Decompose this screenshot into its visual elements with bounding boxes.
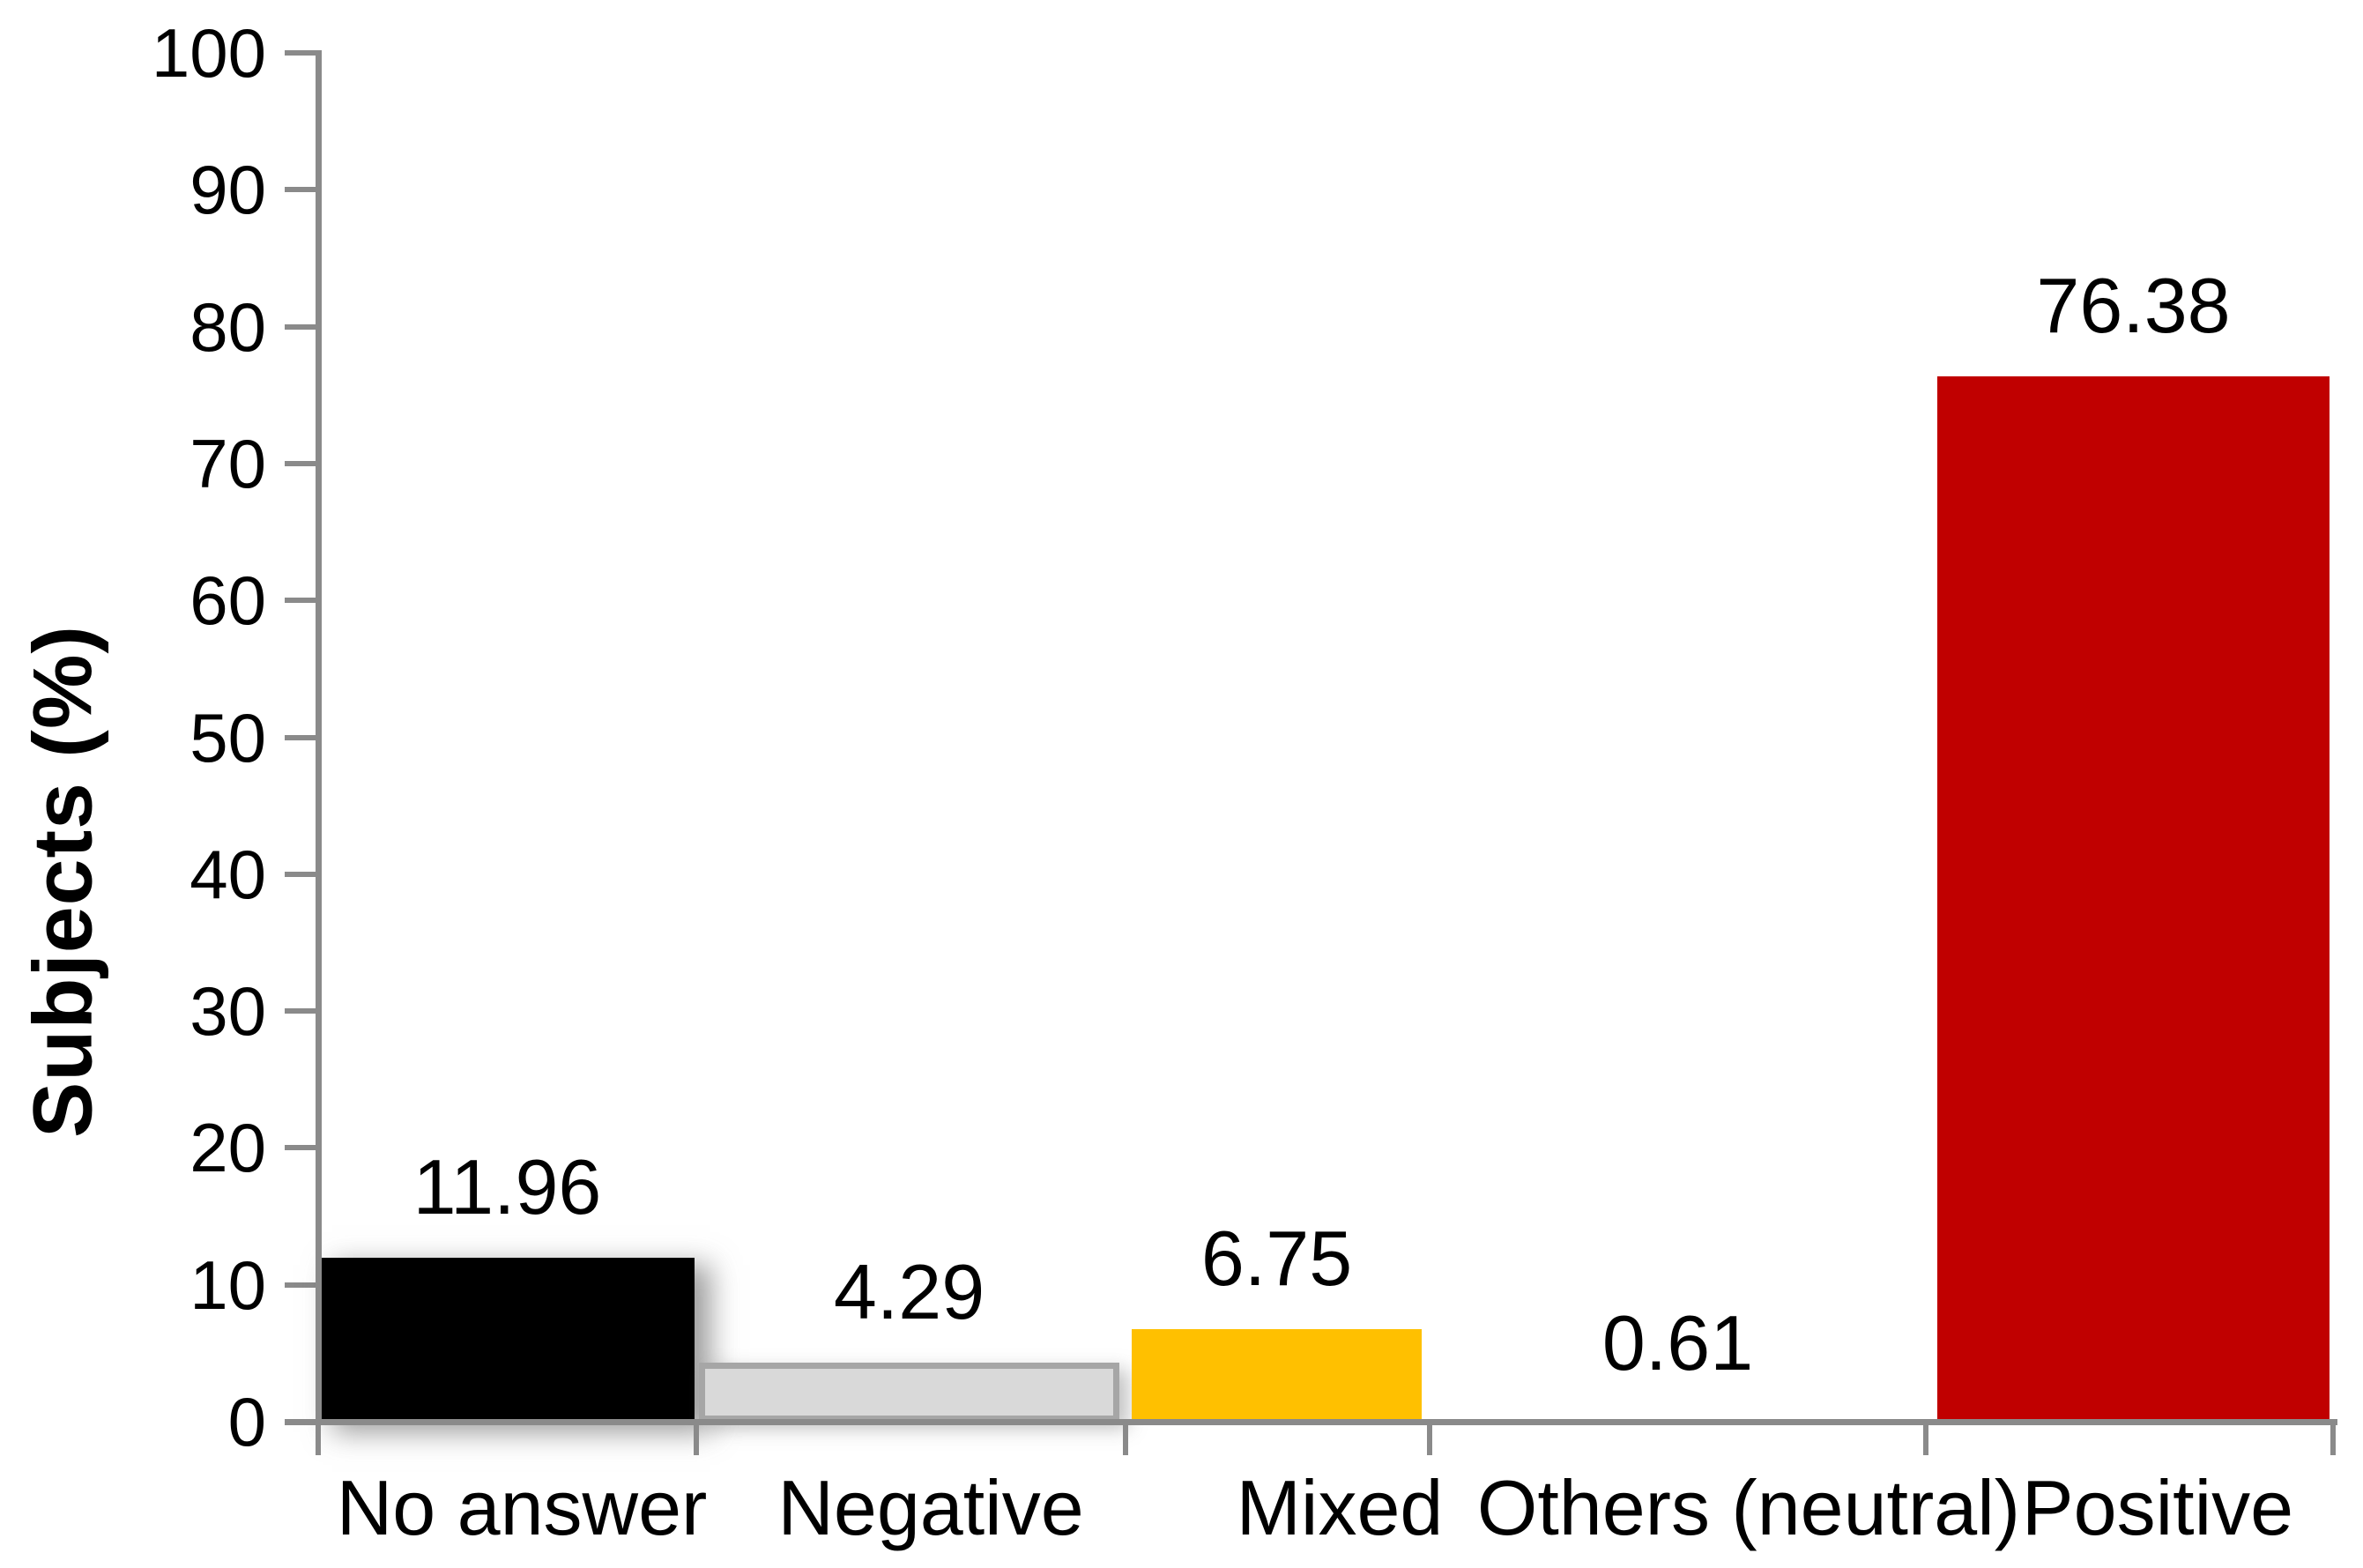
category-tick xyxy=(2330,1422,2336,1455)
y-tick-label: 20 xyxy=(189,1109,266,1187)
y-tick xyxy=(285,460,318,466)
y-tick-label: 100 xyxy=(151,14,266,92)
category-tick xyxy=(1923,1422,1928,1455)
category-tick xyxy=(1123,1422,1128,1455)
category-label-positive: Positive xyxy=(2021,1464,2294,1551)
category-label-negative: Negative xyxy=(777,1464,1084,1551)
category-tick xyxy=(316,1422,321,1455)
x-axis-line xyxy=(285,1419,2337,1425)
y-tick xyxy=(285,1145,318,1151)
category-label-others-neutral: Others (neutral) xyxy=(1476,1464,2021,1551)
value-label: 76.38 xyxy=(2036,262,2231,349)
y-tick xyxy=(285,1282,318,1288)
y-tick xyxy=(285,1008,318,1014)
y-tick xyxy=(285,598,318,604)
value-label: 6.75 xyxy=(1200,1215,1353,1302)
y-tick-label: 90 xyxy=(189,151,266,229)
category-tick xyxy=(1427,1422,1432,1455)
y-tick xyxy=(285,871,318,877)
bar-negative xyxy=(699,1363,1119,1422)
y-tick-label: 10 xyxy=(189,1245,266,1324)
y-tick xyxy=(285,323,318,330)
y-tick-label: 30 xyxy=(189,972,266,1051)
y-tick-label: 40 xyxy=(189,835,266,913)
bar-mixed xyxy=(1132,1329,1422,1422)
value-label: 11.96 xyxy=(412,1143,602,1230)
category-label-mixed: Mixed xyxy=(1236,1464,1444,1551)
bar-others-neutral xyxy=(1437,1414,1919,1422)
y-tick-label: 80 xyxy=(189,287,266,366)
value-label: 0.61 xyxy=(1601,1299,1754,1386)
y-tick xyxy=(285,734,318,740)
y-tick-label: 60 xyxy=(189,561,266,640)
value-label: 4.29 xyxy=(833,1248,985,1335)
bar-no-answer xyxy=(320,1258,695,1422)
y-tick xyxy=(285,187,318,193)
category-label-no-answer: No answer xyxy=(336,1464,708,1551)
category-tick xyxy=(694,1422,699,1455)
y-tick-label: 50 xyxy=(189,698,266,777)
y-tick xyxy=(285,50,318,56)
y-tick-label: 0 xyxy=(227,1383,266,1460)
y-axis-line xyxy=(316,50,322,1424)
y-tick-label: 70 xyxy=(189,424,266,502)
bar-positive xyxy=(1937,376,2330,1422)
